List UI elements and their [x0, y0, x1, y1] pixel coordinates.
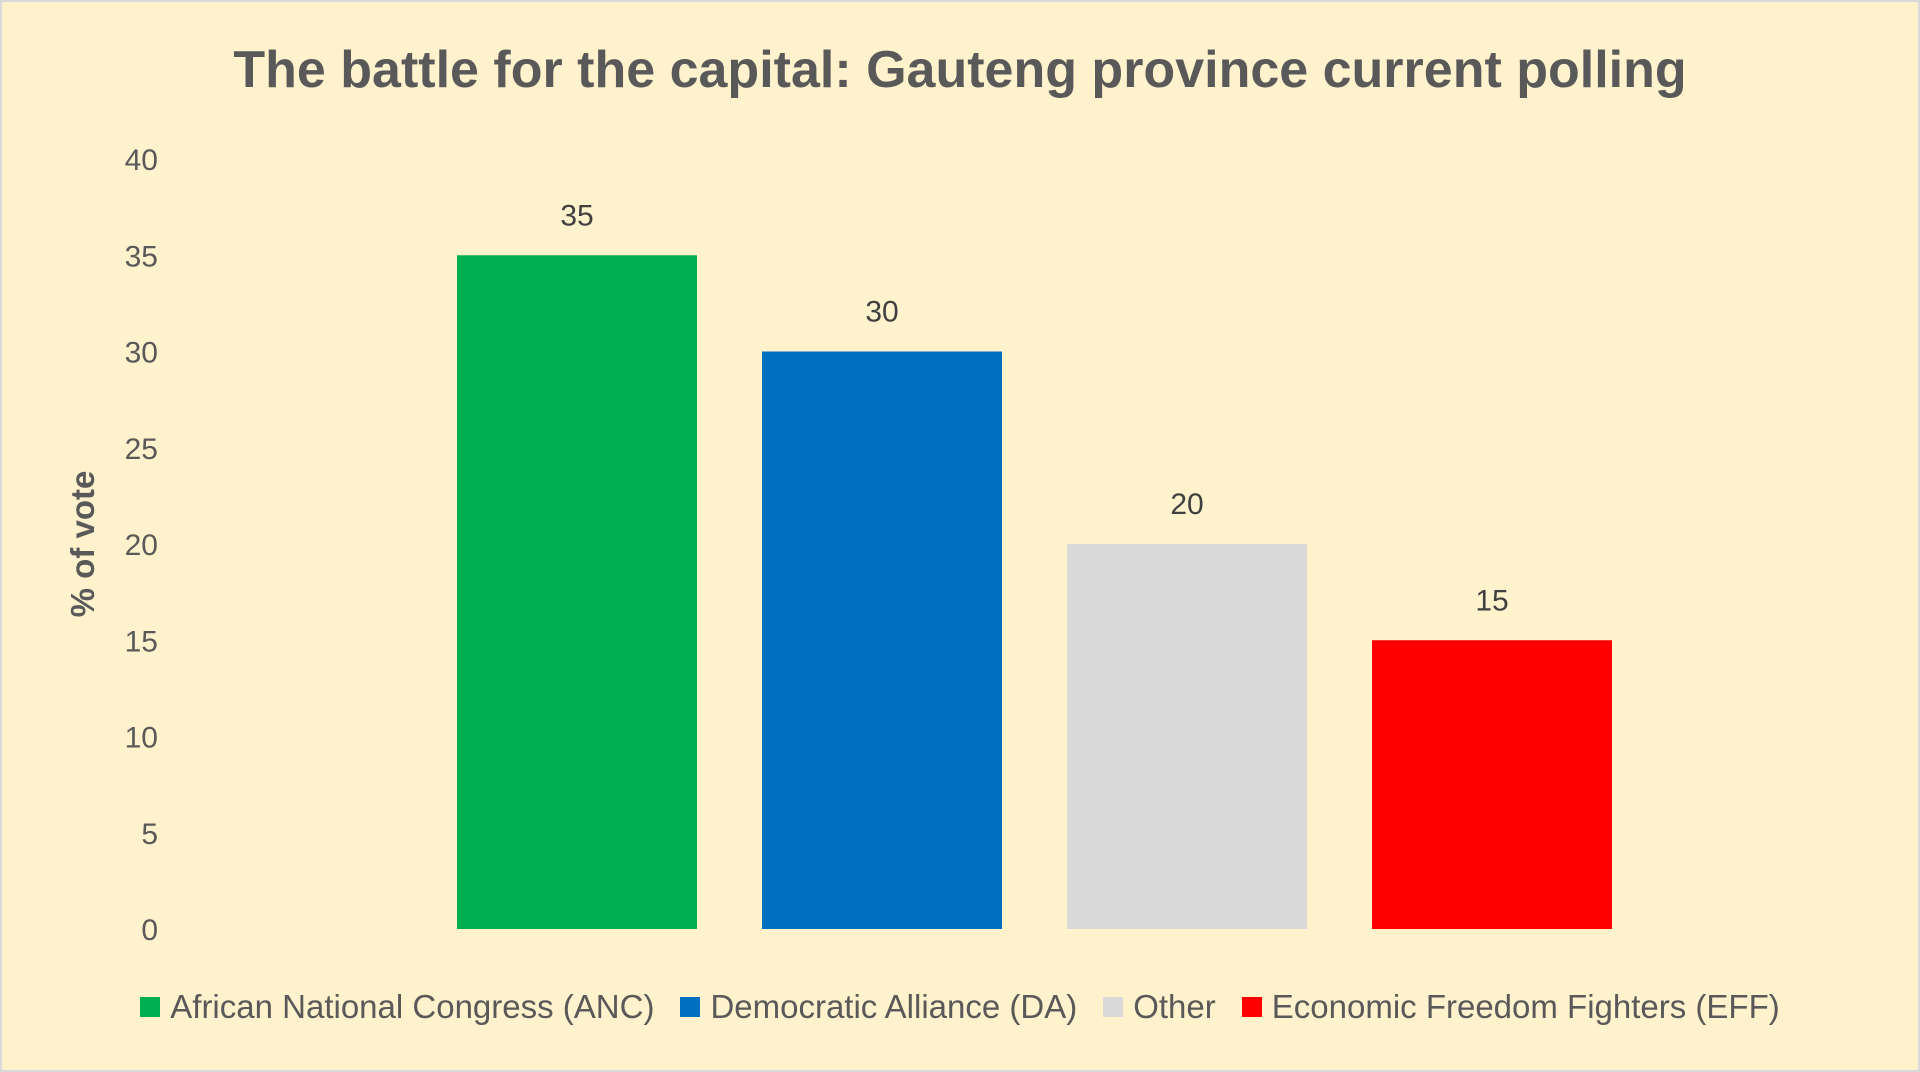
legend-item: Democratic Alliance (DA) — [680, 988, 1077, 1026]
legend-label: Other — [1133, 988, 1216, 1025]
legend-item: Other — [1103, 988, 1216, 1026]
y-axis-title: % of vote — [64, 471, 101, 618]
legend-label: Economic Freedom Fighters (EFF) — [1271, 988, 1780, 1025]
chart-title: The battle for the capital: Gauteng prov… — [233, 41, 1687, 99]
bar-data-label: 15 — [1475, 584, 1508, 617]
y-tick-label: 30 — [125, 337, 158, 370]
y-axis-ticks: 0 5 10 15 20 25 30 35 40 — [125, 144, 158, 947]
y-tick-label: 5 — [141, 818, 158, 851]
y-tick-label: 40 — [125, 144, 158, 177]
legend-label: African National Congress (ANC) — [170, 988, 655, 1025]
y-tick-label: 0 — [141, 914, 158, 947]
y-tick-label: 15 — [125, 625, 158, 658]
bars-group — [457, 255, 1612, 929]
legend-swatch — [140, 997, 161, 1017]
bar — [1067, 544, 1307, 929]
bar — [457, 255, 697, 929]
legend-swatch — [1103, 997, 1124, 1017]
chart-legend: African National Congress (ANC) Democrati… — [2, 988, 1918, 1026]
legend-swatch — [1241, 997, 1262, 1017]
legend-item: Economic Freedom Fighters (EFF) — [1241, 988, 1780, 1026]
legend-item: African National Congress (ANC) — [140, 988, 654, 1026]
data-labels-group: 35 30 20 15 — [560, 199, 1508, 617]
bar — [1372, 640, 1612, 929]
y-tick-label: 25 — [125, 433, 158, 466]
legend-swatch — [680, 997, 701, 1017]
bar-data-label: 30 — [865, 296, 898, 329]
y-tick-label: 35 — [125, 240, 158, 273]
y-tick-label: 20 — [125, 529, 158, 562]
bar — [762, 351, 1002, 929]
legend-label: Democratic Alliance (DA) — [710, 988, 1078, 1025]
bar-data-label: 20 — [1170, 488, 1203, 521]
y-tick-label: 10 — [125, 722, 158, 755]
bar-data-label: 35 — [560, 199, 593, 232]
